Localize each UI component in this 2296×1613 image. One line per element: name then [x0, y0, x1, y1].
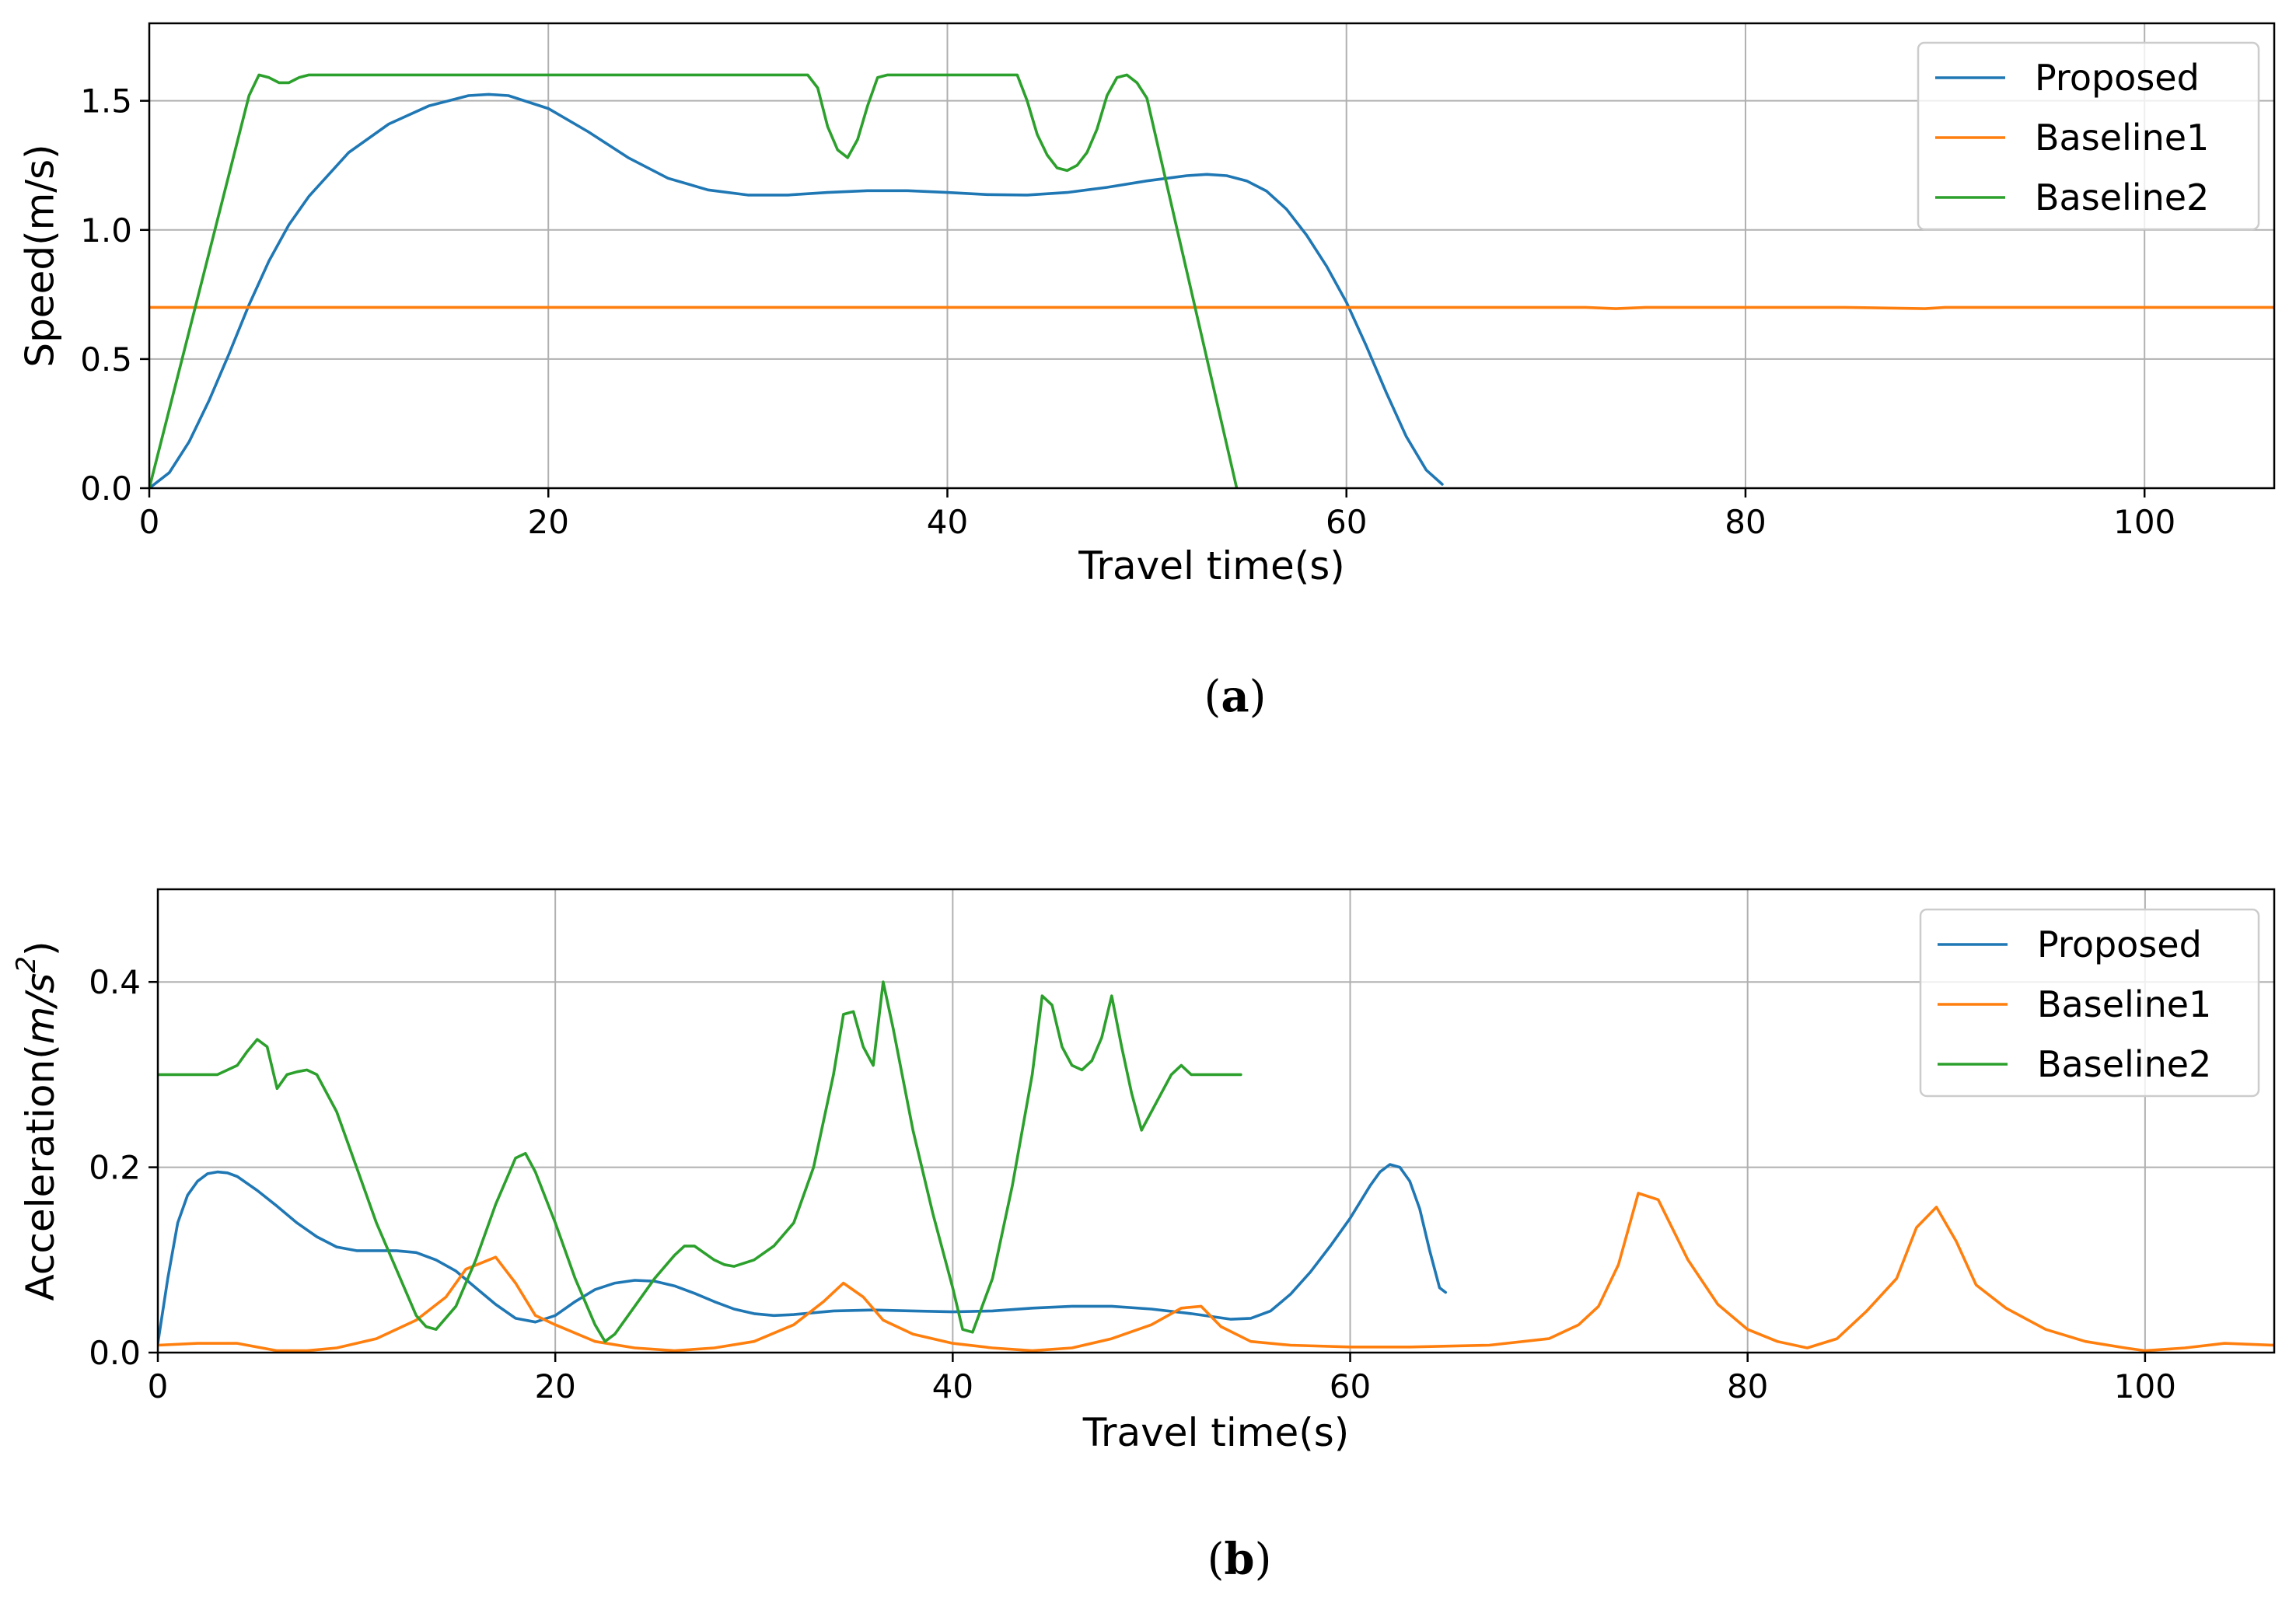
- speed-legend-proposed-label: Proposed: [2035, 57, 2200, 99]
- speed-series-baseline1-line: [149, 305, 2274, 310]
- acceleration-legend-baseline2-label: Baseline2: [2037, 1043, 2211, 1085]
- acceleration-chart-axes-frame: [156, 888, 2276, 1354]
- speed-x-tick-label: 80: [1725, 503, 1766, 541]
- acceleration-y-tick-label: 0.2: [89, 1149, 141, 1187]
- speed-chart-caption: (a): [1204, 671, 1266, 722]
- speed-y-tick-label: 0.0: [80, 470, 132, 508]
- speed-chart-axes-frame: [148, 22, 2276, 490]
- speed-chart-x-axis-label: Travel time(s): [1078, 543, 1345, 588]
- acceleration-series-baseline1-line: [158, 1192, 2274, 1353]
- speed-y-tick-label: 1.0: [80, 211, 132, 250]
- speed-series-baseline2-line: [149, 73, 1239, 488]
- acceleration-chart-ticks: 0 20 40 60 80 100 0.0 0.2 0.4: [89, 963, 2176, 1405]
- speed-chart-legend: Proposed Baseline1 Baseline2: [1917, 41, 2260, 231]
- acceleration-legend-box: [1919, 908, 2260, 1098]
- speed-series-proposed-line: [149, 93, 1444, 488]
- speed-x-tick-label: 60: [1326, 503, 1367, 541]
- speed-chart-series: [149, 73, 2274, 488]
- acceleration-chart: 0 20 40 60 80 100 0.0 0.2 0.4 Travel time(s) Acc…: [11, 888, 2276, 1585]
- acceleration-y-tick-label: 0.4: [89, 963, 141, 1001]
- speed-x-tick-label: 0: [139, 503, 160, 541]
- speed-chart-caption-letter: a: [1221, 671, 1249, 722]
- acceleration-ylabel-sup: 2: [11, 956, 42, 973]
- acceleration-chart-caption: (b): [1207, 1534, 1272, 1585]
- acceleration-ylabel-close: ): [18, 941, 63, 957]
- acceleration-legend-baseline1-label: Baseline1: [2037, 983, 2211, 1025]
- speed-legend-box: [1917, 41, 2260, 231]
- acceleration-x-tick-label: 40: [932, 1367, 973, 1405]
- acceleration-chart-x-axis-label: Travel time(s): [1082, 1410, 1350, 1455]
- speed-legend-baseline1-label: Baseline1: [2035, 117, 2209, 159]
- speed-chart-ticks: 0 20 40 60 80 100 0.0 0.5 1.0 1.5: [80, 82, 2175, 541]
- acceleration-chart-series: [158, 980, 2274, 1353]
- speed-x-tick-label: 100: [2113, 503, 2175, 541]
- acceleration-x-tick-label: 60: [1330, 1367, 1371, 1405]
- acceleration-chart-legend: Proposed Baseline1 Baseline2: [1919, 908, 2260, 1098]
- acceleration-chart-y-axis-label: Acceleration(m/s2): [11, 941, 63, 1301]
- speed-y-tick-label: 0.5: [80, 340, 132, 379]
- acceleration-legend-proposed-label: Proposed: [2037, 923, 2202, 965]
- speed-x-tick-label: 20: [528, 503, 569, 541]
- acceleration-chart-caption-letter: b: [1224, 1534, 1254, 1585]
- acceleration-x-tick-label: 80: [1727, 1367, 1768, 1405]
- acceleration-ylabel-unit: m/s: [18, 973, 63, 1045]
- acceleration-x-tick-label: 0: [148, 1367, 169, 1405]
- speed-legend-baseline2-label: Baseline2: [2035, 176, 2209, 218]
- acceleration-x-tick-label: 100: [2114, 1367, 2176, 1405]
- acceleration-x-tick-label: 20: [534, 1367, 575, 1405]
- speed-chart-y-axis-label: Speed(m/s): [18, 144, 63, 367]
- acceleration-y-tick-label: 0.0: [89, 1334, 141, 1372]
- speed-x-tick-label: 40: [927, 503, 968, 541]
- acceleration-series-baseline2-line: [158, 980, 1242, 1343]
- acceleration-series-proposed-line: [158, 1163, 1447, 1345]
- speed-y-tick-label: 1.5: [80, 82, 132, 120]
- acceleration-ylabel-base: Acceleration(: [18, 1044, 63, 1301]
